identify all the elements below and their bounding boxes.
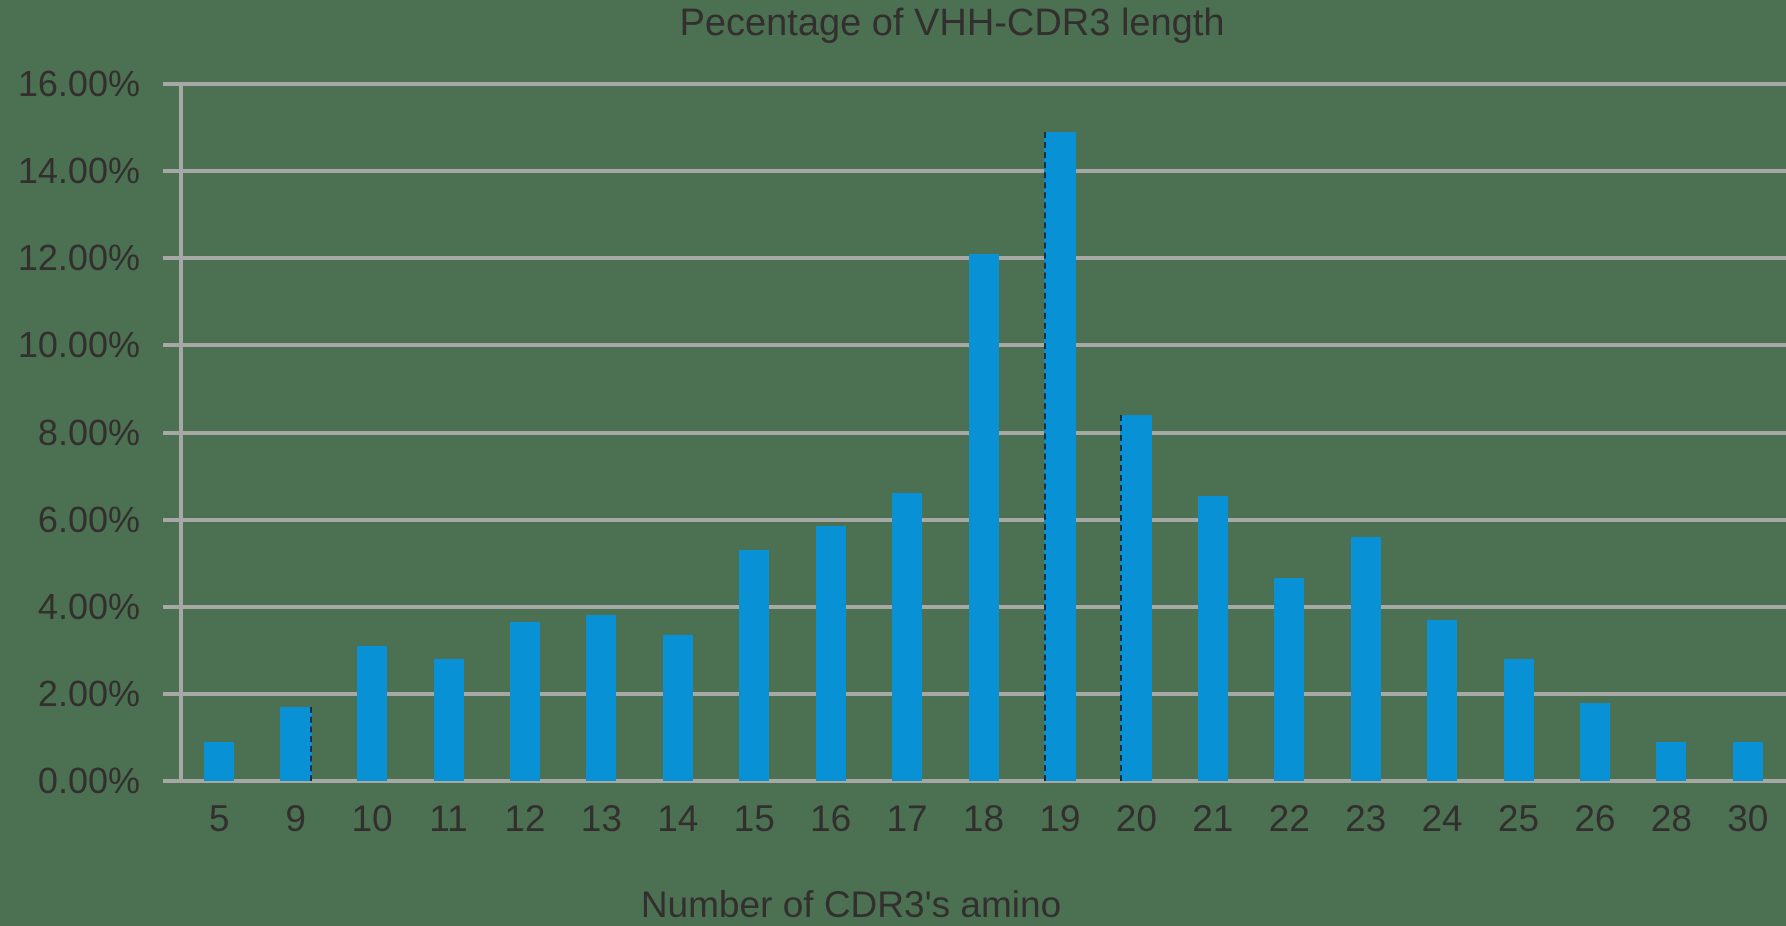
x-axis-label-13: 13 — [580, 798, 622, 839]
bar-23 — [1350, 537, 1381, 781]
bar-14 — [662, 635, 693, 781]
x-axis-label-12: 12 — [504, 798, 546, 839]
x-axis-label-21: 21 — [1192, 798, 1234, 839]
bar-11 — [433, 659, 464, 781]
bar-28 — [1656, 741, 1687, 781]
gridline-14 — [181, 169, 1786, 174]
y-axis-tick — [163, 517, 181, 522]
y-axis-tick — [163, 82, 181, 86]
x-axis-label-9: 9 — [285, 798, 306, 839]
x-axis-label-26: 26 — [1574, 798, 1616, 839]
bar-9 — [279, 706, 312, 781]
gridline-0 — [181, 779, 1786, 783]
y-axis-tick — [163, 256, 181, 261]
x-axis-label-30: 30 — [1727, 798, 1769, 839]
y-axis-label: 0.00% — [37, 760, 140, 801]
bar-20 — [1120, 415, 1153, 781]
y-axis-line — [179, 84, 183, 783]
x-axis-label-28: 28 — [1650, 798, 1692, 839]
bar-5 — [204, 741, 235, 781]
x-axis-label-20: 20 — [1115, 798, 1157, 839]
bar-17 — [892, 493, 923, 781]
x-axis-title: Number of CDR3's amino — [640, 884, 1062, 925]
y-axis-label: 6.00% — [37, 498, 140, 540]
gridline-16 — [181, 82, 1786, 86]
x-axis-label-5: 5 — [208, 798, 230, 839]
y-axis-tick — [163, 343, 181, 348]
x-axis-label-24: 24 — [1421, 798, 1463, 839]
y-axis-label: 4.00% — [37, 585, 140, 627]
bar-26 — [1579, 702, 1610, 781]
bar-18 — [968, 253, 999, 781]
bar-13 — [586, 615, 617, 781]
bar-15 — [739, 550, 770, 781]
bar-22 — [1274, 578, 1305, 781]
x-axis-label-25: 25 — [1497, 798, 1540, 839]
y-axis-tick — [163, 169, 181, 174]
x-axis-label-15: 15 — [733, 798, 775, 839]
x-axis-label-23: 23 — [1345, 798, 1387, 839]
y-axis-label: 14.00% — [17, 150, 140, 192]
bar-16 — [815, 526, 846, 781]
y-axis-tick — [163, 430, 181, 435]
bar-10 — [357, 645, 388, 781]
x-axis-label-16: 16 — [810, 798, 852, 839]
chart-title: Pecentage of VHH-CDR3 length — [679, 2, 1225, 44]
y-axis-tick — [163, 691, 181, 696]
y-axis-label: 12.00% — [17, 237, 140, 279]
y-axis-tick — [163, 779, 181, 783]
bar-12 — [509, 621, 540, 781]
x-axis-label-19: 19 — [1039, 798, 1081, 839]
x-axis-label-17: 17 — [886, 798, 928, 839]
x-axis-label-18: 18 — [962, 798, 1005, 839]
x-axis-label-10: 10 — [351, 798, 393, 839]
x-axis-label-22: 22 — [1268, 798, 1310, 839]
x-axis-label-14: 14 — [657, 798, 699, 839]
bar-19 — [1043, 131, 1076, 781]
y-axis-tick — [163, 604, 181, 609]
y-axis-label: 16.00% — [17, 63, 140, 104]
bar-30 — [1732, 741, 1763, 781]
y-axis-label: 8.00% — [37, 411, 140, 453]
x-axis-label-11: 11 — [429, 798, 468, 839]
bar-25 — [1503, 659, 1534, 781]
y-axis-label: 10.00% — [17, 324, 140, 366]
y-axis-label: 2.00% — [37, 672, 140, 714]
bar-24 — [1427, 619, 1458, 781]
bar-21 — [1197, 495, 1228, 781]
